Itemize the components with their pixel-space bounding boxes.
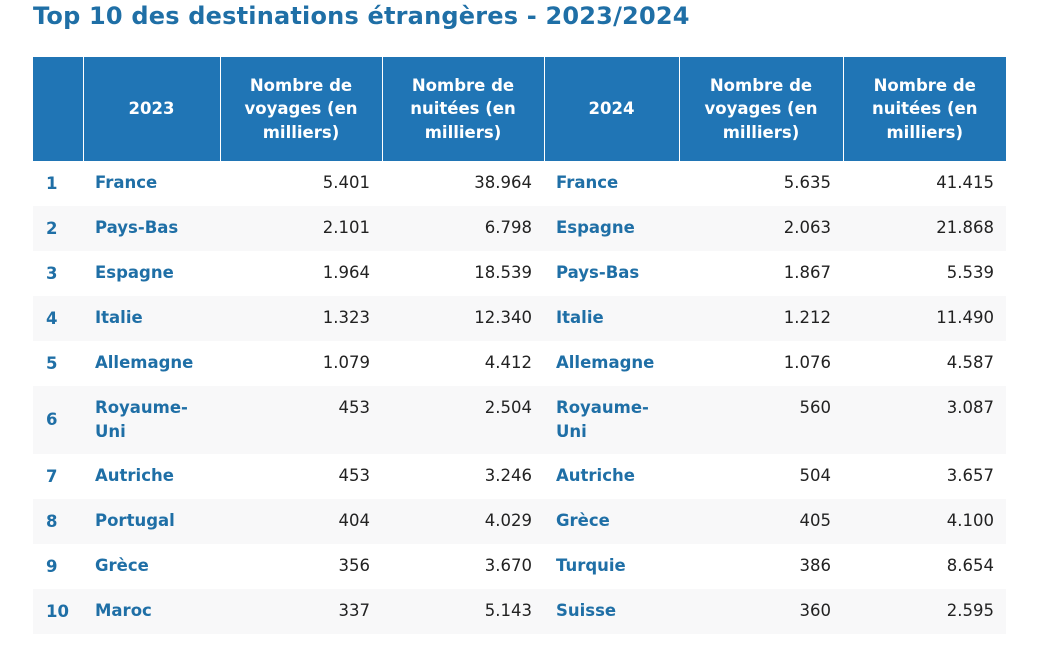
voyages-2024-cell: 2.063 (679, 206, 843, 251)
rank-cell: 6 (33, 386, 83, 454)
rank-cell: 3 (33, 251, 83, 296)
table-row: 10 Maroc 337 5.143 Suisse 360 2.595 (33, 589, 1006, 634)
voyages-2024-cell: 1.867 (679, 251, 843, 296)
voyages-2023-cell: 2.101 (220, 206, 382, 251)
country-2023-cell: Allemagne (83, 341, 220, 386)
voyages-2024-cell: 360 (679, 589, 843, 634)
country-2023-cell: Grèce (83, 544, 220, 589)
country-2024-cell: Allemagne (544, 341, 679, 386)
destinations-table: 2023 Nombre de voyages (en milliers) Nom… (33, 57, 1006, 634)
header-year-2023: 2023 (82, 57, 220, 161)
voyages-2024-cell: 560 (679, 386, 843, 454)
country-2024-cell: Turquie (544, 544, 679, 589)
nuitees-2023-cell: 5.143 (382, 589, 544, 634)
header-nuitees-2024: Nombre de nuitées (en milliers) (842, 57, 1006, 161)
header-voyages-2023: Nombre de voyages (en milliers) (219, 57, 382, 161)
country-2024-cell: Italie (544, 296, 679, 341)
country-2023-cell: Espagne (83, 251, 220, 296)
nuitees-2024-cell: 8.654 (843, 544, 1006, 589)
voyages-2023-cell: 453 (220, 386, 382, 454)
country-2024-cell: Suisse (544, 589, 679, 634)
voyages-2024-cell: 5.635 (679, 161, 843, 206)
country-2024-cell: Grèce (544, 499, 679, 544)
voyages-2024-cell: 1.076 (679, 341, 843, 386)
nuitees-2023-cell: 38.964 (382, 161, 544, 206)
nuitees-2024-cell: 5.539 (843, 251, 1006, 296)
country-2023-cell: Royaume-Uni (83, 386, 220, 454)
table-row: 2 Pays-Bas 2.101 6.798 Espagne 2.063 21.… (33, 206, 1006, 251)
country-2023-cell: Pays-Bas (83, 206, 220, 251)
voyages-2023-cell: 5.401 (220, 161, 382, 206)
table-row: 6 Royaume-Uni 453 2.504 Royaume-Uni 560 … (33, 386, 1006, 454)
country-2023-cell: France (83, 161, 220, 206)
voyages-2024-cell: 386 (679, 544, 843, 589)
country-2023-cell: Maroc (83, 589, 220, 634)
nuitees-2024-cell: 3.657 (843, 454, 1006, 499)
voyages-2023-cell: 404 (220, 499, 382, 544)
nuitees-2023-cell: 6.798 (382, 206, 544, 251)
header-rank (33, 57, 83, 161)
voyages-2024-cell: 405 (679, 499, 843, 544)
voyages-2023-cell: 1.323 (220, 296, 382, 341)
table-header-row: 2023 Nombre de voyages (en milliers) Nom… (33, 57, 1006, 161)
country-2023-cell: Autriche (83, 454, 220, 499)
country-2023-cell: Portugal (83, 499, 220, 544)
nuitees-2024-cell: 21.868 (843, 206, 1006, 251)
header-nuitees-2023: Nombre de nuitées (en milliers) (381, 57, 544, 161)
rank-cell: 7 (33, 454, 83, 499)
rank-cell: 1 (33, 161, 83, 206)
table-row: 1 France 5.401 38.964 France 5.635 41.41… (33, 161, 1006, 206)
rank-cell: 8 (33, 499, 83, 544)
rank-cell: 10 (33, 589, 83, 634)
country-2024-cell: France (544, 161, 679, 206)
rank-cell: 5 (33, 341, 83, 386)
header-year-2024: 2024 (543, 57, 679, 161)
page-title: Top 10 des destinations étrangères - 202… (33, 2, 690, 30)
table-row: 4 Italie 1.323 12.340 Italie 1.212 11.49… (33, 296, 1006, 341)
nuitees-2023-cell: 12.340 (382, 296, 544, 341)
nuitees-2023-cell: 3.246 (382, 454, 544, 499)
table-row: 8 Portugal 404 4.029 Grèce 405 4.100 (33, 499, 1006, 544)
nuitees-2023-cell: 4.412 (382, 341, 544, 386)
header-voyages-2024: Nombre de voyages (en milliers) (678, 57, 843, 161)
nuitees-2024-cell: 2.595 (843, 589, 1006, 634)
country-2023-cell: Italie (83, 296, 220, 341)
table-row: 7 Autriche 453 3.246 Autriche 504 3.657 (33, 454, 1006, 499)
voyages-2024-cell: 1.212 (679, 296, 843, 341)
nuitees-2024-cell: 4.100 (843, 499, 1006, 544)
country-2024-cell: Royaume-Uni (544, 386, 679, 454)
nuitees-2023-cell: 2.504 (382, 386, 544, 454)
voyages-2023-cell: 1.079 (220, 341, 382, 386)
country-2024-cell: Autriche (544, 454, 679, 499)
table-row: 3 Espagne 1.964 18.539 Pays-Bas 1.867 5.… (33, 251, 1006, 296)
country-2024-cell: Espagne (544, 206, 679, 251)
rank-cell: 9 (33, 544, 83, 589)
table-row: 9 Grèce 356 3.670 Turquie 386 8.654 (33, 544, 1006, 589)
nuitees-2023-cell: 18.539 (382, 251, 544, 296)
nuitees-2023-cell: 3.670 (382, 544, 544, 589)
rank-cell: 4 (33, 296, 83, 341)
voyages-2023-cell: 337 (220, 589, 382, 634)
voyages-2023-cell: 453 (220, 454, 382, 499)
nuitees-2024-cell: 4.587 (843, 341, 1006, 386)
nuitees-2024-cell: 3.087 (843, 386, 1006, 454)
voyages-2023-cell: 1.964 (220, 251, 382, 296)
table-row: 5 Allemagne 1.079 4.412 Allemagne 1.076 … (33, 341, 1006, 386)
rank-cell: 2 (33, 206, 83, 251)
voyages-2023-cell: 356 (220, 544, 382, 589)
nuitees-2024-cell: 11.490 (843, 296, 1006, 341)
country-2024-cell: Pays-Bas (544, 251, 679, 296)
nuitees-2024-cell: 41.415 (843, 161, 1006, 206)
voyages-2024-cell: 504 (679, 454, 843, 499)
nuitees-2023-cell: 4.029 (382, 499, 544, 544)
